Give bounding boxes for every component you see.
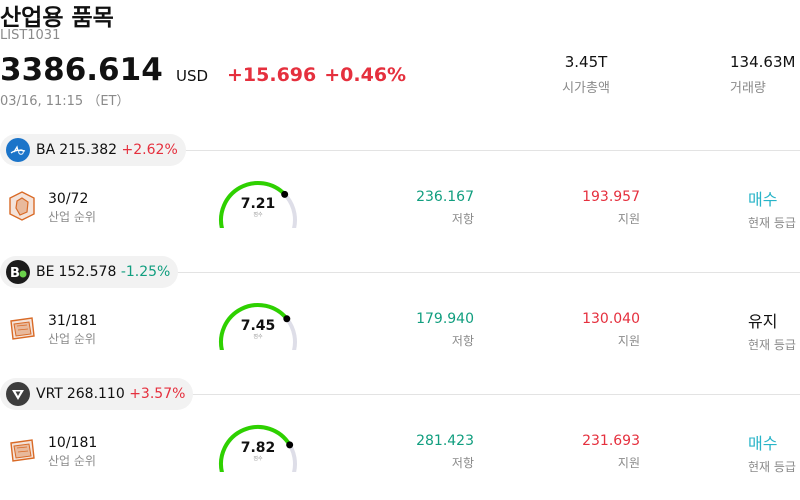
support-value: 231.693 bbox=[582, 433, 640, 449]
section-divider bbox=[170, 394, 800, 395]
industry-rank-icon bbox=[10, 439, 35, 462]
rating: 매수 현재 등급 bbox=[748, 430, 796, 475]
stock-symbol: BA bbox=[36, 142, 56, 158]
stock-section: VRT 268.110 +3.57% 10/181 산업 순위 7.82 점수 2… bbox=[0, 378, 800, 500]
support: 130.040 지원 bbox=[546, 311, 640, 349]
volume-stat: 134.63M 거래량 bbox=[722, 53, 800, 96]
stock-symbol: BE bbox=[36, 264, 55, 280]
resistance-label: 저항 bbox=[451, 334, 474, 348]
resistance-value: 236.167 bbox=[416, 189, 474, 205]
industry-rank: 30/72 bbox=[48, 191, 89, 207]
industry-rank: 31/181 bbox=[48, 313, 98, 329]
stock-change-pct: +3.57% bbox=[129, 386, 186, 402]
stock-symbol: VRT bbox=[36, 386, 63, 402]
volume-label: 거래량 bbox=[730, 81, 766, 96]
industry-rank: 10/181 bbox=[48, 435, 98, 451]
stock-price: 268.110 bbox=[66, 386, 125, 402]
industry-rank-icon bbox=[10, 317, 35, 340]
score-label: 점수 bbox=[253, 455, 263, 462]
support-value: 130.040 bbox=[582, 311, 640, 327]
rating-value: 매수 bbox=[748, 190, 778, 209]
industry-rank-label: 산업 순위 bbox=[48, 210, 96, 224]
stock-section: B BE 152.578 -1.25% 31/181 산업 순위 7.45 점수 … bbox=[0, 256, 800, 378]
boeing-logo-icon bbox=[6, 138, 30, 162]
market-cap-label: 시가총액 bbox=[562, 81, 610, 96]
currency-label: USD bbox=[176, 67, 209, 85]
gauge-marker bbox=[283, 315, 291, 323]
market-cap-stat: 3.45T 시가총액 bbox=[548, 53, 624, 96]
gauge-marker bbox=[286, 441, 294, 449]
resistance-value: 281.423 bbox=[416, 433, 474, 449]
support: 231.693 지원 bbox=[546, 433, 640, 471]
support-label: 지원 bbox=[617, 334, 640, 348]
support: 193.957 지원 bbox=[546, 189, 640, 227]
gauge-fill bbox=[219, 425, 292, 472]
list-id: LIST1031 bbox=[0, 28, 61, 43]
page-title: 산업용 품목 bbox=[0, 5, 114, 31]
gauge-fill bbox=[219, 303, 289, 350]
section-divider bbox=[170, 272, 800, 273]
vertiv-logo-icon bbox=[6, 382, 30, 406]
market-cap-value: 3.45T bbox=[564, 53, 608, 71]
change-value: +15.696 bbox=[227, 64, 317, 86]
rating: 매수 현재 등급 bbox=[748, 186, 796, 231]
gauge-marker bbox=[281, 190, 289, 198]
resistance: 236.167 저항 bbox=[380, 189, 474, 227]
rating-label: 현재 등급 bbox=[748, 216, 796, 230]
timestamp: 03/16, 11:15 （ET） bbox=[0, 94, 130, 109]
resistance-value: 179.940 bbox=[416, 311, 474, 327]
resistance: 179.940 저항 bbox=[380, 311, 474, 349]
rating: 유지 현재 등급 bbox=[748, 308, 796, 353]
section-divider bbox=[170, 150, 800, 151]
rating-label: 현재 등급 bbox=[748, 460, 796, 474]
rating-value: 매수 bbox=[748, 434, 778, 453]
index-price: 3386.614 bbox=[0, 52, 163, 88]
support-value: 193.957 bbox=[582, 189, 640, 205]
support-label: 지원 bbox=[617, 456, 640, 470]
index-change: +15.696 +0.46% bbox=[227, 64, 414, 86]
score-value: 7.82 bbox=[241, 440, 276, 456]
stock-pill[interactable]: B BE 152.578 -1.25% bbox=[0, 256, 179, 288]
score-label: 점수 bbox=[253, 211, 263, 218]
industry-rank-label: 산업 순위 bbox=[48, 332, 96, 346]
stock-pill[interactable]: VRT 268.110 +3.57% bbox=[0, 378, 194, 410]
score-value: 7.21 bbox=[241, 196, 276, 212]
resistance-label: 저항 bbox=[451, 212, 474, 226]
score-value: 7.45 bbox=[241, 318, 276, 334]
stock-section: BA 215.382 +2.62% 30/72 산업 순위 7.21 점수 236… bbox=[0, 134, 800, 256]
volume-value: 134.63M bbox=[730, 53, 796, 71]
change-percent: +0.46% bbox=[324, 64, 407, 86]
rating-value: 유지 bbox=[748, 312, 778, 331]
stock-price: 215.382 bbox=[59, 142, 118, 158]
stock-pill[interactable]: BA 215.382 +2.62% bbox=[0, 134, 186, 166]
support-label: 지원 bbox=[617, 212, 640, 226]
score-label: 점수 bbox=[253, 333, 263, 340]
industry-rank-label: 산업 순위 bbox=[48, 454, 96, 468]
resistance: 281.423 저항 bbox=[380, 433, 474, 471]
gauge-fill bbox=[219, 181, 287, 228]
stock-change-pct: -1.25% bbox=[120, 264, 171, 280]
resistance-label: 저항 bbox=[451, 456, 474, 470]
rating-label: 현재 등급 bbox=[748, 338, 796, 352]
svg-text:B: B bbox=[10, 266, 20, 281]
industry-rank-icon bbox=[9, 191, 35, 221]
stock-change-pct: +2.62% bbox=[121, 142, 178, 158]
stock-price: 152.578 bbox=[58, 264, 117, 280]
bloom-energy-logo-icon: B bbox=[6, 260, 30, 284]
